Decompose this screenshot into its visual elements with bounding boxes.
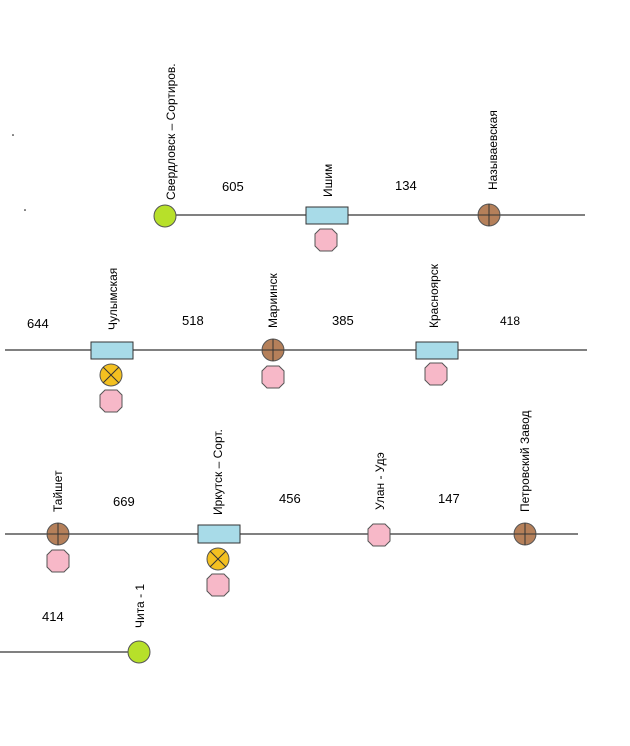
station-label: Свердловск – Сортиров. <box>164 63 178 200</box>
station-marker-box[interactable] <box>305 206 349 225</box>
station-marker-green[interactable] <box>127 640 151 664</box>
station-label: Чулымская <box>106 268 120 330</box>
distance-label: 418 <box>500 314 520 328</box>
distance-label: 147 <box>438 491 460 506</box>
station-label: Называевская <box>486 110 500 190</box>
row-2: Чулымская Мариинск Красноярск 644 518 38… <box>5 263 587 413</box>
row-4: Чита - 1 414 <box>0 584 151 664</box>
stop-octagon-icon <box>99 389 123 413</box>
row-1: Свердловск – Сортиров. Ишим Называевская… <box>153 63 585 252</box>
stray-dot <box>24 209 26 211</box>
stop-octagon-icon <box>206 573 230 597</box>
distance-label: 414 <box>42 609 64 624</box>
distance-label: 385 <box>332 313 354 328</box>
row-3: Тайшет Иркутск – Сорт. Улан - Удэ Петров… <box>5 410 578 597</box>
station-marker-box[interactable] <box>415 341 459 360</box>
station-label: Иркутск – Сорт. <box>211 429 225 515</box>
station-label: Чита - 1 <box>133 584 147 628</box>
station-marker-octagon[interactable] <box>367 523 391 547</box>
distance-label: 134 <box>395 178 417 193</box>
station-label: Улан - Удэ <box>373 452 387 510</box>
distance-label: 605 <box>222 179 244 194</box>
distance-label: 518 <box>182 313 204 328</box>
station-label: Петровский Завод <box>518 410 532 512</box>
stop-octagon-icon <box>46 549 70 573</box>
station-label: Тайшет <box>51 470 65 512</box>
distance-label: 456 <box>279 491 301 506</box>
station-label: Мариинск <box>266 272 280 328</box>
x-mark <box>209 550 227 568</box>
stop-octagon-icon <box>314 228 338 252</box>
stop-octagon-icon <box>261 365 285 389</box>
station-label: Красноярск <box>427 263 441 328</box>
distance-label: 644 <box>27 316 49 331</box>
station-marker-box[interactable] <box>90 341 134 360</box>
stop-octagon-icon <box>424 362 448 386</box>
stray-dot <box>12 134 14 136</box>
station-marker-green[interactable] <box>153 204 177 228</box>
x-mark <box>102 366 120 384</box>
distance-label: 669 <box>113 494 135 509</box>
station-label: Ишим <box>321 164 335 197</box>
station-marker-box[interactable] <box>197 524 241 544</box>
